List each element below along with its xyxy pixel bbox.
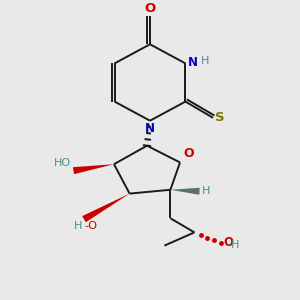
Text: O: O — [223, 236, 233, 249]
Text: O: O — [144, 2, 156, 15]
Polygon shape — [82, 194, 130, 222]
Text: H: H — [202, 186, 210, 196]
Text: HO: HO — [54, 158, 71, 168]
Polygon shape — [73, 164, 114, 174]
Text: H: H — [74, 220, 82, 231]
Text: H: H — [201, 56, 209, 66]
Text: -O: -O — [85, 220, 98, 231]
Text: N: N — [188, 56, 198, 69]
Text: O: O — [184, 146, 194, 160]
Text: S: S — [214, 111, 224, 124]
Text: H: H — [230, 240, 239, 250]
Text: N: N — [145, 122, 155, 135]
Polygon shape — [170, 188, 200, 195]
